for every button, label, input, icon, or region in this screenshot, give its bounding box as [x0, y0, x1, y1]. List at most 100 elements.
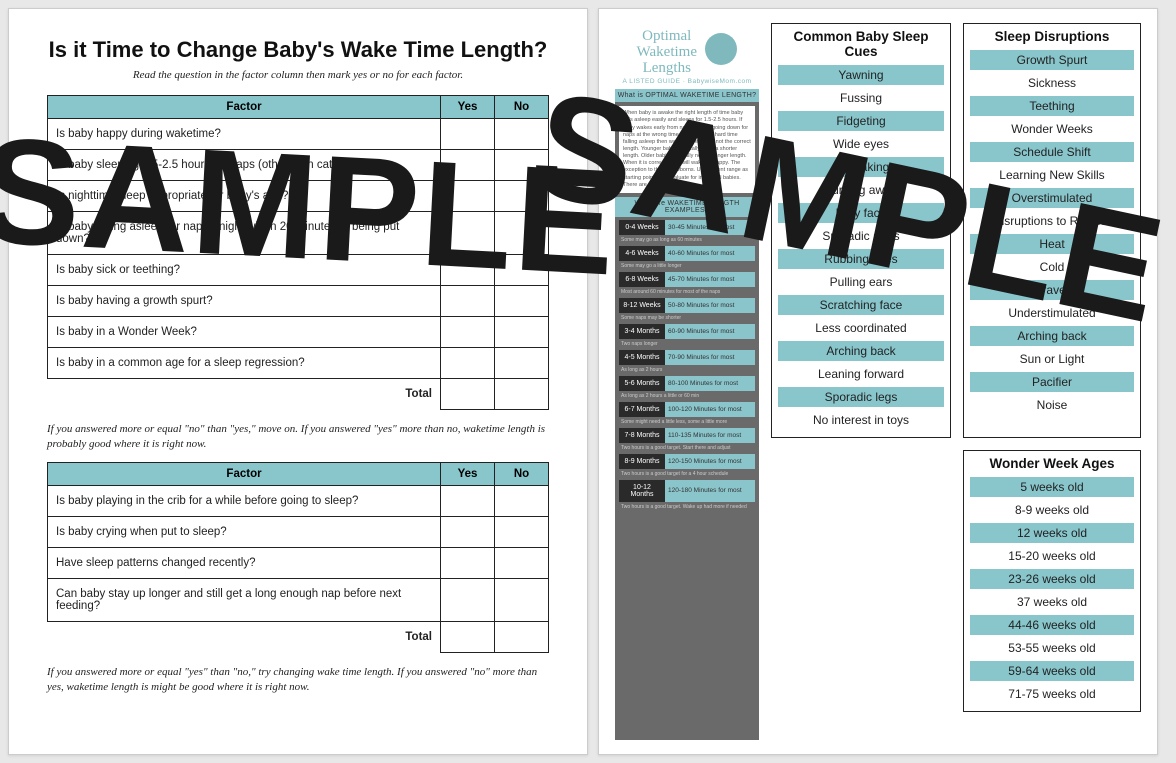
list-item: Wide eyes [778, 134, 944, 154]
yes-cell[interactable] [441, 579, 495, 622]
no-cell[interactable] [495, 212, 549, 255]
total-yes [441, 379, 495, 410]
no-cell[interactable] [495, 181, 549, 212]
waketime-age: 6-8 Weeks [619, 272, 665, 287]
waketime-duration: 100-120 Minutes for most [665, 402, 755, 417]
table-row: Is baby happy during waketime? [48, 119, 549, 150]
wonder-weeks-list: 5 weeks old8-9 weeks old12 weeks old15-2… [964, 477, 1140, 711]
disruptions-list: Growth SpurtSicknessTeethingWonder Weeks… [964, 50, 1140, 422]
list-item: Fussing [778, 88, 944, 108]
table-row: Is baby in a Wonder Week? [48, 317, 549, 348]
factor-cell: Have sleep patterns changed recently? [48, 548, 441, 579]
no-cell[interactable] [495, 255, 549, 286]
table-row: Is baby sleeping 1.5-2.5 hours for naps … [48, 150, 549, 181]
yes-cell[interactable] [441, 486, 495, 517]
factor-cell: Is baby in a common age for a sleep regr… [48, 348, 441, 379]
waketime-duration: 30-45 Minutes for most [665, 220, 755, 235]
waketime-duration: 60-90 Minutes for most [665, 324, 755, 339]
factor-cell: Is baby having a growth spurt? [48, 286, 441, 317]
factor-cell: Is baby in a Wonder Week? [48, 317, 441, 348]
list-item: 8-9 weeks old [970, 500, 1134, 520]
page-subtitle: Read the question in the factor column t… [47, 69, 549, 81]
total-no [495, 379, 549, 410]
table1-body: Is baby happy during waketime?Is baby sl… [48, 119, 549, 410]
yes-cell[interactable] [441, 150, 495, 181]
factor-cell: Is nighttime sleep appropriate for baby'… [48, 181, 441, 212]
yes-cell[interactable] [441, 119, 495, 150]
waketime-subnote: As long as 2 hours a little or 60 min [621, 393, 753, 399]
factor-cell: Is baby sleeping 1.5-2.5 hours for naps … [48, 150, 441, 181]
infographic-section-2: What are WAKETIME LENGTH EXAMPLES? [615, 197, 759, 217]
no-cell[interactable] [495, 517, 549, 548]
factor-cell: Is baby playing in the crib for a while … [48, 486, 441, 517]
right-columns: Common Baby Sleep Cues Yawning Fussing Fid… [771, 23, 1141, 740]
waketime-row: 3-4 Months60-90 Minutes for most [619, 324, 755, 339]
list-item: Growth Spurt [970, 50, 1134, 70]
yes-cell[interactable] [441, 286, 495, 317]
list-item: Yawning [778, 65, 944, 85]
list-item: Sporadic legs [778, 387, 944, 407]
no-cell[interactable] [495, 119, 549, 150]
waketime-duration: 40-60 Minutes for most [665, 246, 755, 261]
waketime-subnote: Two hours is a good target. Start there … [621, 445, 753, 451]
waketime-row: 4-6 Weeks40-60 Minutes for most [619, 246, 755, 261]
waketime-duration: 50-80 Minutes for most [665, 298, 755, 313]
waketime-duration: 120-150 Minutes for most [665, 454, 755, 469]
waketime-row: 10-12 Months120-180 Minutes for most [619, 480, 755, 502]
sleep-cues-title: Common Baby Sleep Cues [772, 24, 950, 65]
waketime-age: 4-6 Weeks [619, 246, 665, 261]
list-item: Overstimulated [970, 188, 1134, 208]
factor-cell: Is baby sick or teething? [48, 255, 441, 286]
waketime-age: 8-12 Weeks [619, 298, 665, 313]
waketime-age: 8-9 Months [619, 454, 665, 469]
infographic-title-1: Optimal [637, 29, 697, 45]
yes-cell[interactable] [441, 317, 495, 348]
list-item: No interest in toys [778, 410, 944, 430]
yes-cell[interactable] [441, 348, 495, 379]
list-item: Fidgeting [778, 111, 944, 131]
sleep-cues-box: Common Baby Sleep Cues Yawning Fussing Fid… [771, 23, 951, 438]
sleep-cues-list: YawningFussingFidgetingWide eyesSqueakin… [772, 65, 950, 437]
list-item: 53-55 weeks old [970, 638, 1134, 658]
no-cell[interactable] [495, 486, 549, 517]
no-cell[interactable] [495, 150, 549, 181]
total-label: Total [48, 379, 441, 410]
no-cell[interactable] [495, 317, 549, 348]
no-cell[interactable] [495, 579, 549, 622]
col-no: No [495, 96, 549, 119]
no-cell[interactable] [495, 286, 549, 317]
waketime-subnote: Some might need a little less, some a li… [621, 419, 753, 425]
yes-cell[interactable] [441, 181, 495, 212]
list-item: Understimulated [970, 303, 1134, 323]
wonder-weeks-box: Wonder Week Ages 5 weeks old8-9 weeks ol… [963, 450, 1141, 712]
table-row: Is baby having a growth spurt? [48, 286, 549, 317]
waketime-subnote: Some may go a little longer [621, 263, 753, 269]
waketime-row: 6-7 Months100-120 Minutes for most [619, 402, 755, 417]
waketime-age: 7-8 Months [619, 428, 665, 443]
list-item: Pulling ears [778, 272, 944, 292]
waketime-age: 10-12 Months [619, 480, 665, 502]
table-row: Is baby in a common age for a sleep regr… [48, 348, 549, 379]
list-item: Disruptions to Routine [970, 211, 1134, 231]
yes-cell[interactable] [441, 548, 495, 579]
list-item: Cold [970, 257, 1134, 277]
col-yes: Yes [441, 96, 495, 119]
factor-cell: Is baby happy during waketime? [48, 119, 441, 150]
infographic-header: Optimal Waketime Lengths A LISTED GUIDE … [615, 23, 759, 89]
yes-cell[interactable] [441, 517, 495, 548]
infographic-title-3: Lengths [637, 61, 697, 77]
yes-cell[interactable] [441, 255, 495, 286]
list-item: Sporadic arms [778, 226, 944, 246]
yes-cell[interactable] [441, 212, 495, 255]
total-no [495, 622, 549, 653]
list-item: 44-46 weeks old [970, 615, 1134, 635]
no-cell[interactable] [495, 348, 549, 379]
waketime-row: 8-9 Months120-150 Minutes for most [619, 454, 755, 469]
list-item: Sun or Light [970, 349, 1134, 369]
table-row: Have sleep patterns changed recently? [48, 548, 549, 579]
list-item: Teething [970, 96, 1134, 116]
worksheet-page: Is it Time to Change Baby's Wake Time Le… [8, 8, 588, 755]
waketime-duration: 80-100 Minutes for most [665, 376, 755, 391]
no-cell[interactable] [495, 548, 549, 579]
list-item: 23-26 weeks old [970, 569, 1134, 589]
